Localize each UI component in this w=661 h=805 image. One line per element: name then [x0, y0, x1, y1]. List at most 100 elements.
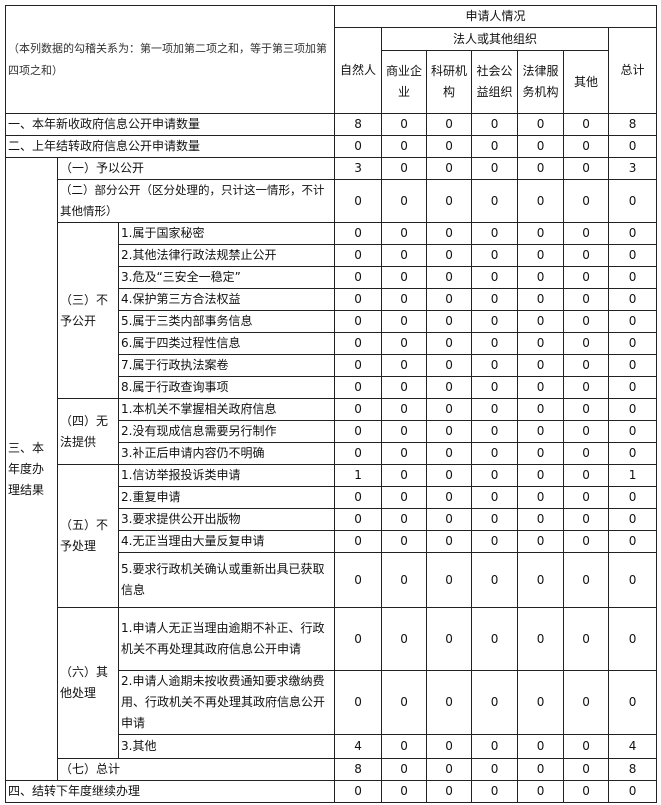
value-cell: 0	[471, 552, 519, 608]
value-cell: 0	[426, 486, 473, 509]
value-cell: 1	[608, 464, 658, 487]
value-cell: 0	[381, 113, 428, 136]
value-cell: 8	[334, 113, 383, 136]
value-cell: 0	[471, 398, 519, 421]
table-row: （七）总计 8 0 0 0 0 0 8	[6, 758, 658, 781]
value-cell: 0	[517, 310, 565, 333]
value-cell: 0	[608, 442, 658, 465]
value-cell: 0	[608, 266, 658, 289]
value-cell: 0	[334, 780, 383, 803]
value-cell: 0	[334, 332, 383, 355]
value-cell: 0	[381, 530, 428, 553]
value-cell: 3	[334, 157, 383, 180]
value-cell: 0	[563, 354, 610, 377]
group-label: （四）无法提供	[57, 398, 119, 465]
value-cell: 0	[517, 420, 565, 443]
value-cell: 0	[563, 332, 610, 355]
value-cell: 0	[471, 244, 519, 267]
section-label: 三、本年度办理结果	[5, 157, 58, 781]
value-cell: 0	[608, 135, 658, 158]
value-cell: 0	[563, 442, 610, 465]
value-cell: 0	[563, 734, 610, 759]
table-row: 四、结转下年度继续办理 0 0 0 0 0 0 0	[4, 780, 658, 803]
value-cell: 0	[426, 780, 473, 803]
value-cell: 0	[381, 508, 428, 531]
table-row: 8.属于行政查询事项 0 0 0 0 0 0 0	[6, 376, 658, 399]
row-label: 二、上年结转政府信息公开申请数量	[4, 135, 336, 158]
value-cell: 0	[381, 780, 428, 803]
value-cell: 0	[381, 607, 428, 671]
table-note: （本列数据的勾稽关系为：第一项加第二项之和，等于第三项加第四项之和）	[4, 5, 336, 114]
item-label: 5.属于三类内部事务信息	[117, 310, 336, 333]
item-label: 3.危及“三安全一稳定”	[117, 266, 336, 289]
value-cell: 0	[426, 508, 473, 531]
value-cell: 0	[563, 780, 610, 803]
value-cell: 0	[471, 310, 519, 333]
value-cell: 0	[563, 179, 610, 223]
value-cell: 4	[608, 734, 658, 759]
government-info-disclosure-table: （本列数据的勾稽关系为：第一项加第二项之和，等于第三项加第四项之和） 申请人情况…	[4, 5, 658, 803]
value-cell: 0	[608, 310, 658, 333]
value-cell: 0	[563, 310, 610, 333]
value-cell: 0	[426, 376, 473, 399]
value-cell: 0	[471, 113, 519, 136]
value-cell: 0	[334, 442, 383, 465]
value-cell: 0	[426, 222, 473, 245]
table-row: （五）不予处理 1.信访举报投诉类申请 1 0 0 0 0 0 1	[6, 464, 658, 608]
value-cell: 0	[608, 354, 658, 377]
item-label: 3.其他	[117, 734, 336, 759]
value-cell: 0	[608, 288, 658, 311]
value-cell: 0	[563, 376, 610, 399]
value-cell: 0	[381, 464, 428, 487]
value-cell: 0	[426, 442, 473, 465]
table-row: 2.重复申请 0 0 0 0 0 0 0	[6, 486, 658, 509]
value-cell: 0	[517, 332, 565, 355]
applicant-situation-header: 申请人情况	[334, 5, 658, 28]
table-row: 5.要求行政机关确认或重新出具已获取信息 0 0 0 0 0 0 0	[6, 552, 658, 608]
value-cell: 0	[608, 179, 658, 223]
value-cell: 0	[471, 420, 519, 443]
value-cell: 0	[381, 376, 428, 399]
value-cell: 0	[608, 222, 658, 245]
value-cell: 0	[426, 157, 473, 180]
value-cell: 0	[471, 222, 519, 245]
value-cell: 0	[334, 508, 383, 531]
table-row: （二）部分公开（区分处理的，只计这一情形，不计其他情形） 0 0 0 0 0 0 0	[6, 179, 658, 223]
item-label: 5.要求行政机关确认或重新出具已获取信息	[117, 552, 336, 608]
value-cell: 0	[381, 179, 428, 223]
group-label: （三）不予公开	[57, 222, 119, 399]
value-cell: 0	[517, 464, 565, 487]
value-cell: 0	[471, 376, 519, 399]
value-cell: 0	[334, 354, 383, 377]
value-cell: 0	[334, 530, 383, 553]
value-cell: 0	[426, 179, 473, 223]
value-cell: 0	[381, 288, 428, 311]
value-cell: 0	[517, 530, 565, 553]
table-row: 4.无正当理由大量反复申请 0 0 0 0 0 0 0	[6, 530, 658, 553]
value-cell: 0	[517, 398, 565, 421]
group-label: （七）总计	[56, 758, 336, 781]
col-header-total: 总计	[608, 27, 658, 114]
value-cell: 4	[334, 734, 383, 759]
value-cell: 0	[517, 670, 565, 735]
value-cell: 0	[334, 135, 383, 158]
value-cell: 0	[426, 354, 473, 377]
value-cell: 3	[608, 157, 658, 180]
value-cell: 0	[563, 113, 610, 136]
value-cell: 0	[608, 670, 658, 735]
value-cell: 0	[426, 398, 473, 421]
value-cell: 0	[563, 530, 610, 553]
value-cell: 0	[608, 607, 658, 671]
value-cell: 0	[471, 332, 519, 355]
table-row: 二、上年结转政府信息公开申请数量 0 0 0 0 0 0 0	[4, 135, 658, 158]
value-cell: 0	[426, 552, 473, 608]
group-label: （二）部分公开（区分处理的，只计这一情形，不计其他情形）	[56, 179, 336, 223]
item-label: 1.信访举报投诉类申请	[117, 464, 336, 487]
value-cell: 1	[334, 464, 383, 487]
value-cell: 0	[426, 420, 473, 443]
value-cell: 0	[563, 266, 610, 289]
value-cell: 0	[426, 758, 473, 781]
value-cell: 0	[334, 244, 383, 267]
value-cell: 0	[608, 332, 658, 355]
value-cell: 0	[334, 376, 383, 399]
